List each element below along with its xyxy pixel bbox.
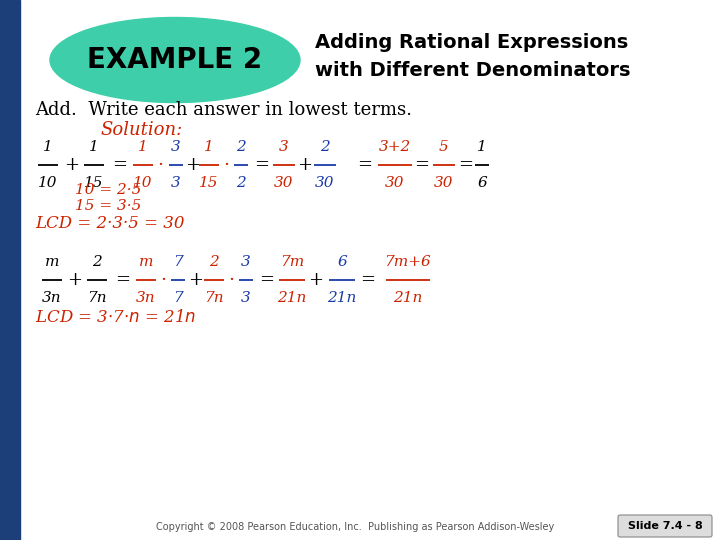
Text: +: + xyxy=(65,156,79,174)
Text: with Different Denominators: with Different Denominators xyxy=(315,60,631,79)
Text: 7: 7 xyxy=(173,255,183,269)
Text: 6: 6 xyxy=(477,176,487,190)
Text: 1: 1 xyxy=(204,140,214,154)
Text: =: = xyxy=(459,156,474,174)
Text: 2: 2 xyxy=(92,255,102,269)
Text: =: = xyxy=(361,271,376,289)
Text: +: + xyxy=(297,156,312,174)
Text: Adding Rational Expressions: Adding Rational Expressions xyxy=(315,32,629,51)
Text: 15: 15 xyxy=(84,176,104,190)
Text: +: + xyxy=(189,271,204,289)
Text: 2: 2 xyxy=(320,140,330,154)
Text: 2: 2 xyxy=(236,176,246,190)
Text: 21n: 21n xyxy=(393,291,423,305)
Text: Solution:: Solution: xyxy=(100,121,182,139)
Ellipse shape xyxy=(50,17,300,103)
Text: 6: 6 xyxy=(337,255,347,269)
Text: =: = xyxy=(358,156,372,174)
Text: 30: 30 xyxy=(434,176,454,190)
Text: LCD = 2·3·5 = 30: LCD = 2·3·5 = 30 xyxy=(35,214,184,232)
Text: 7n: 7n xyxy=(204,291,224,305)
FancyBboxPatch shape xyxy=(618,515,712,537)
Text: m: m xyxy=(139,255,153,269)
Text: =: = xyxy=(259,271,274,289)
Text: 7: 7 xyxy=(173,291,183,305)
Text: 30: 30 xyxy=(385,176,405,190)
Text: =: = xyxy=(254,156,269,174)
Text: m: m xyxy=(45,255,59,269)
Text: EXAMPLE 2: EXAMPLE 2 xyxy=(87,46,263,74)
Text: 1: 1 xyxy=(138,140,148,154)
Text: 7m+6: 7m+6 xyxy=(384,255,431,269)
Text: +: + xyxy=(308,271,323,289)
Text: =: = xyxy=(112,156,127,174)
Text: =: = xyxy=(415,156,430,174)
Text: 5: 5 xyxy=(439,140,449,154)
Text: Add.  Write each answer in lowest terms.: Add. Write each answer in lowest terms. xyxy=(35,101,412,119)
Text: 15: 15 xyxy=(199,176,219,190)
Text: 21n: 21n xyxy=(277,291,307,305)
Text: ·: · xyxy=(160,271,166,289)
Text: LCD = 3$\cdot$7$\cdot$$n$ = 21$n$: LCD = 3$\cdot$7$\cdot$$n$ = 21$n$ xyxy=(35,309,196,327)
Text: 2: 2 xyxy=(209,255,219,269)
Text: Slide 7.4 - 8: Slide 7.4 - 8 xyxy=(628,521,703,531)
Text: 21n: 21n xyxy=(328,291,356,305)
Text: 3: 3 xyxy=(241,255,251,269)
Text: +: + xyxy=(68,271,83,289)
Text: 30: 30 xyxy=(274,176,294,190)
Text: 10: 10 xyxy=(38,176,58,190)
Text: 3: 3 xyxy=(279,140,289,154)
Text: 1: 1 xyxy=(43,140,53,154)
Text: 30: 30 xyxy=(315,176,335,190)
Text: 1: 1 xyxy=(89,140,99,154)
Text: ·: · xyxy=(223,156,229,174)
Text: ·: · xyxy=(228,271,234,289)
Text: Copyright © 2008 Pearson Education, Inc.  Publishing as Pearson Addison-Wesley: Copyright © 2008 Pearson Education, Inc.… xyxy=(156,522,554,532)
Text: 3n: 3n xyxy=(136,291,156,305)
Text: 1: 1 xyxy=(477,140,487,154)
Text: 3+2: 3+2 xyxy=(379,140,411,154)
Text: 7m: 7m xyxy=(280,255,304,269)
Text: 3: 3 xyxy=(171,140,181,154)
Text: 10 = 2·5: 10 = 2·5 xyxy=(75,183,141,197)
Text: 3: 3 xyxy=(171,176,181,190)
Text: 2: 2 xyxy=(236,140,246,154)
Bar xyxy=(0,0,20,540)
Text: 3: 3 xyxy=(241,291,251,305)
Text: 15 = 3·5: 15 = 3·5 xyxy=(75,199,141,213)
Text: +: + xyxy=(186,156,200,174)
Text: ·: · xyxy=(157,156,163,174)
Text: 10: 10 xyxy=(133,176,153,190)
Text: 3n: 3n xyxy=(42,291,62,305)
Text: =: = xyxy=(115,271,130,289)
Text: 7n: 7n xyxy=(87,291,107,305)
